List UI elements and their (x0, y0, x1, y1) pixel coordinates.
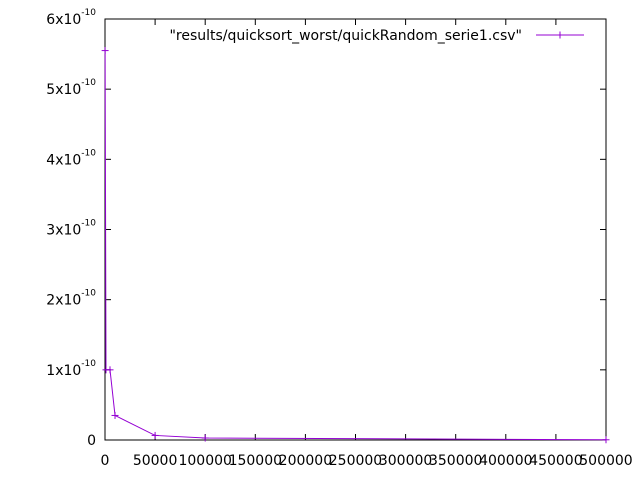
data-point (101, 47, 109, 55)
y-axis-ticks: 0 1x10-10 2x10-10 3x10-10 4x10-10 5x10-10 6x10… (46, 8, 606, 449)
data-point (111, 411, 119, 419)
x-tick-label: 100000 (178, 453, 231, 469)
legend: "results/quicksort_worst/quickRandom_ser… (169, 28, 584, 44)
data-point (201, 434, 209, 442)
x-tick-label: 450000 (529, 453, 582, 469)
x-tick-label: 0 (101, 453, 110, 469)
series-line (104, 50, 607, 441)
plot-frame (104, 18, 607, 441)
y-tick-label: 6x10-10 (46, 8, 96, 28)
x-tick-label: 250000 (329, 453, 382, 469)
x-tick-label: 400000 (479, 453, 532, 469)
y-tick-label: 2x10-10 (46, 289, 96, 309)
y-tick-label: 3x10-10 (46, 219, 96, 239)
x-tick-label: 200000 (279, 453, 332, 469)
x-tick-label: 50000 (133, 453, 178, 469)
y-tick-label: 5x10-10 (46, 78, 96, 98)
y-tick-label: 4x10-10 (46, 148, 96, 168)
legend-marker (556, 31, 564, 39)
x-tick-label: 350000 (429, 453, 482, 469)
data-point (151, 431, 159, 439)
y-tick-label: 0 (87, 433, 96, 449)
series-layer (101, 47, 610, 444)
x-tick-label: 150000 (229, 453, 282, 469)
legend-label: "results/quicksort_worst/quickRandom_ser… (169, 28, 522, 44)
x-tick-label: 500000 (579, 453, 632, 469)
x-axis-ticks: 0 50000 1000001500002000002500003000003500… (101, 19, 633, 469)
data-point (106, 366, 114, 374)
y-tick-label: 1x10-10 (46, 359, 96, 379)
x-tick-label: 300000 (379, 453, 432, 469)
data-point (602, 436, 610, 444)
